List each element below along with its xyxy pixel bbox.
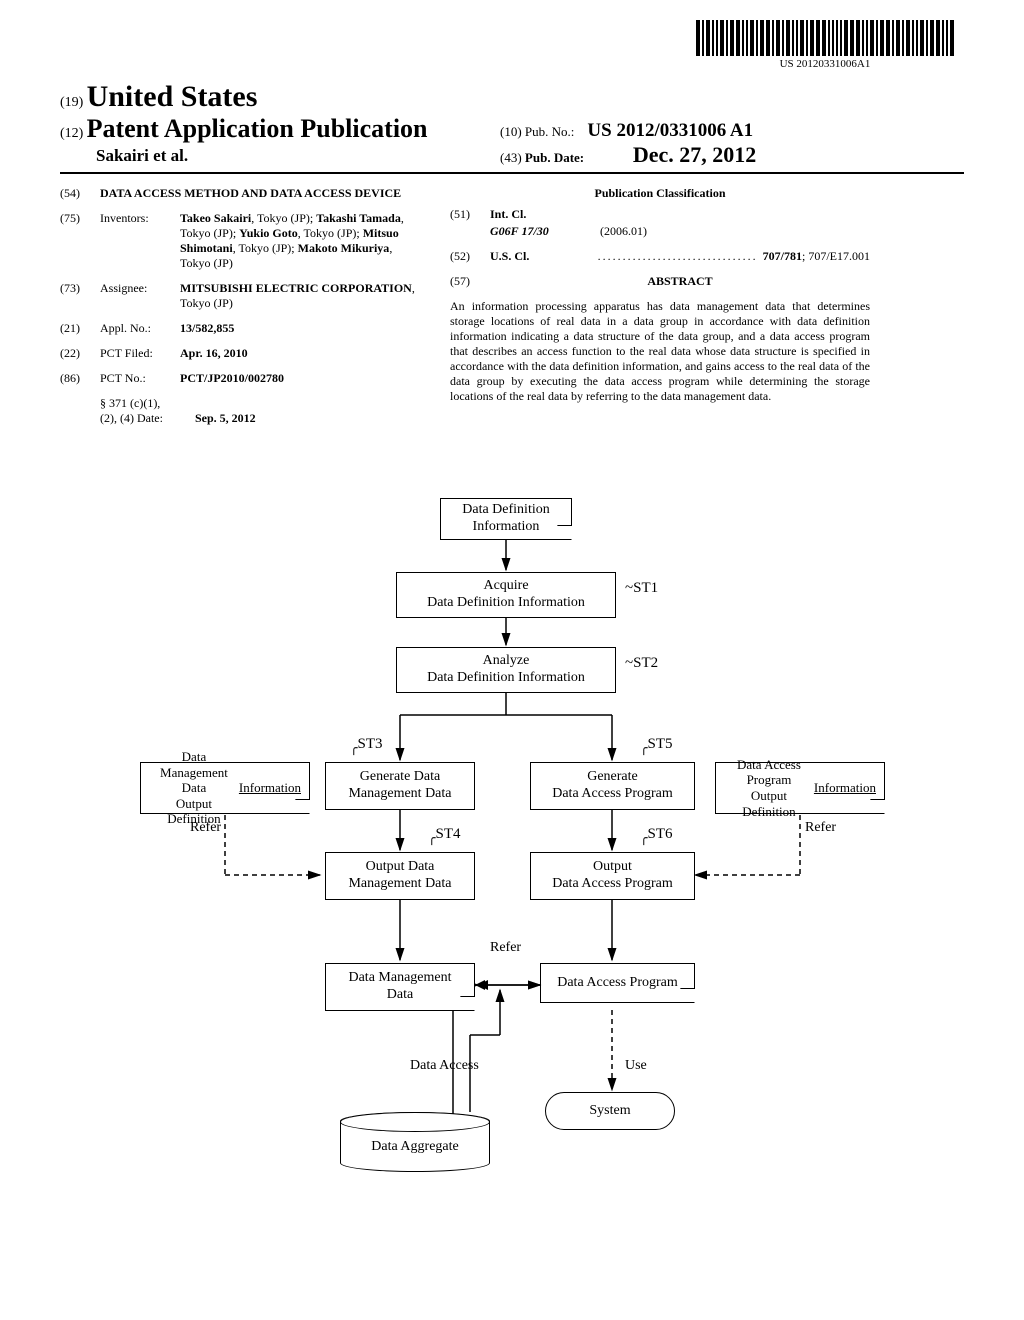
node-gen-prog: GenerateData Access Program (530, 762, 695, 810)
pctno-label: PCT No.: (100, 371, 180, 386)
pub-no-label: Pub. No.: (525, 124, 574, 139)
biblio: (54) DATA ACCESS METHOD AND DATA ACCESS … (60, 186, 964, 436)
pctfiled-label: PCT Filed: (100, 346, 180, 361)
code-73: (73) (60, 281, 100, 311)
node-out-prog: OutputData Access Program (530, 852, 695, 900)
publication-type: Patent Application Publication (87, 114, 428, 143)
flowchart: Data DefinitionInformation AcquireData D… (0, 480, 1024, 1300)
assignee: MITSUBISHI ELECTRIC CORPORATION, Tokyo (… (180, 281, 420, 311)
code-43: (43) (500, 150, 522, 165)
node-aggregate: Data Aggregate (340, 1112, 490, 1172)
data-access-label: Data Access (410, 1058, 479, 1074)
intcl-date: (2006.01) (600, 224, 647, 239)
right-header: (10) Pub. No.: US 2012/0331006 A1 (43) P… (500, 120, 756, 168)
assignee-label: Assignee: (100, 281, 180, 311)
uscl-val: 707/781; 707/E17.001 (763, 249, 870, 263)
node-acquire: AcquireData Definition Information (396, 572, 616, 618)
s371-date: Sep. 5, 2012 (195, 411, 420, 426)
uscl-dots: ................................ (598, 249, 763, 263)
st1-label: ~ST1 (625, 580, 658, 597)
st2-label: ~ST2 (625, 655, 658, 672)
code-22: (22) (60, 346, 100, 361)
code-10: (10) (500, 124, 522, 139)
invention-title: DATA ACCESS METHOD AND DATA ACCESS DEVIC… (100, 186, 420, 201)
uscl-label: U.S. Cl. (490, 249, 540, 264)
pub-date-label: Pub. Date: (525, 150, 584, 165)
main-rule (60, 172, 964, 174)
inventors-label: Inventors: (100, 211, 180, 271)
applno: 13/582,855 (180, 321, 420, 336)
code-75: (75) (60, 211, 100, 271)
applno-label: Appl. No.: (100, 321, 180, 336)
abstract-text: An information processing apparatus has … (450, 299, 870, 404)
node-mgmt-odi: Data Management DataOutput DefinitionInf… (140, 762, 310, 814)
refer-right: Refer (805, 820, 836, 836)
intcl-class: G06F 17/30 (490, 224, 600, 239)
node-system: System (545, 1092, 675, 1130)
inventors-list: Takeo Sakairi, Tokyo (JP); Takashi Tamad… (180, 211, 420, 271)
pub-date: Dec. 27, 2012 (633, 142, 756, 167)
node-analyze: AnalyzeData Definition Information (396, 647, 616, 693)
st4-label: ╭ST4 (428, 826, 461, 846)
node-data-definition-info: Data DefinitionInformation (440, 498, 572, 540)
left-column: (54) DATA ACCESS METHOD AND DATA ACCESS … (60, 186, 420, 436)
code-12: (12) (60, 126, 83, 141)
country: United States (87, 80, 258, 113)
node-prog: Data Access Program (540, 963, 695, 1003)
barcode-block: US 20120331006A1 (696, 20, 954, 70)
node-prog-odi: Data Access ProgramOutput DefinitionInfo… (715, 762, 885, 814)
refer-mid: Refer (490, 940, 521, 956)
barcode-text: US 20120331006A1 (696, 58, 954, 70)
code-21: (21) (60, 321, 100, 336)
pctno: PCT/JP2010/002780 (180, 371, 420, 386)
code-86: (86) (60, 371, 100, 386)
st6-label: ╭ST6 (640, 826, 673, 846)
s371-sub: (2), (4) Date: (100, 411, 195, 426)
pub-no: US 2012/0331006 A1 (587, 120, 753, 141)
right-column: Publication Classification (51) Int. Cl.… (450, 186, 870, 436)
code-19: (19) (60, 95, 83, 110)
code-57: (57) (450, 274, 490, 289)
code-51: (51) (450, 207, 490, 222)
abstract-label: ABSTRACT (490, 274, 870, 289)
st5-label: ╭ST5 (640, 736, 673, 756)
use-label: Use (625, 1058, 647, 1074)
pctfiled: Apr. 16, 2010 (180, 346, 420, 361)
refer-left: Refer (190, 820, 221, 836)
barcode (696, 20, 954, 56)
node-out-mgmt: Output DataManagement Data (325, 852, 475, 900)
code-54: (54) (60, 186, 100, 201)
node-gen-mgmt: Generate DataManagement Data (325, 762, 475, 810)
s371-label: § 371 (c)(1), (100, 396, 420, 411)
st3-label: ╭ST3 (350, 736, 383, 756)
classification-heading: Publication Classification (450, 186, 870, 201)
code-52: (52) (450, 249, 490, 264)
intcl-label: Int. Cl. (490, 207, 870, 222)
node-mgmt-data: Data ManagementData (325, 963, 475, 1011)
